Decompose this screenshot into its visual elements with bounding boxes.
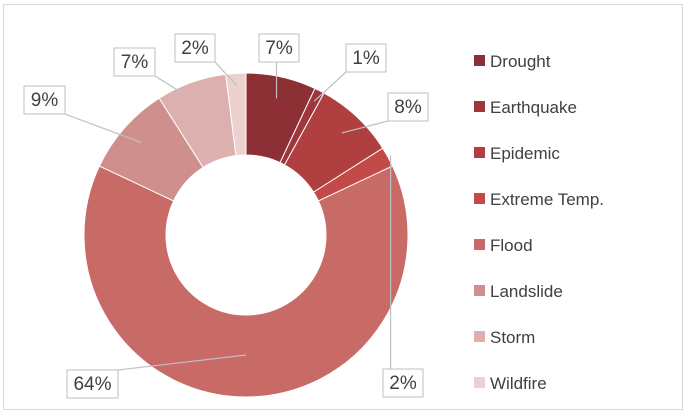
leader-lines <box>64 61 392 371</box>
legend-label: Wildfire <box>490 374 547 393</box>
leader-line <box>117 354 247 371</box>
data-label-box <box>23 85 66 115</box>
data-label-box <box>258 33 300 63</box>
data-label-box <box>66 369 119 399</box>
chart-slices <box>83 72 409 398</box>
legend-swatch <box>474 193 485 204</box>
leader-line <box>214 61 238 86</box>
data-label: 1% <box>352 48 380 69</box>
legend-label: Storm <box>490 328 535 347</box>
data-label: 8% <box>394 97 422 118</box>
slice-flood <box>83 165 409 398</box>
legend-label: Extreme Temp. <box>490 190 604 209</box>
data-label-box <box>382 368 424 398</box>
data-label: 2% <box>389 373 417 394</box>
legend-swatch <box>474 239 485 250</box>
legend: Drought Earthquake Epidemic Extreme Temp. Fl… <box>474 52 604 393</box>
legend-swatch <box>474 101 485 112</box>
legend-swatch <box>474 331 485 342</box>
leader-line <box>154 75 199 104</box>
leader-line <box>313 71 347 102</box>
legend-swatch <box>474 285 485 296</box>
data-label-box <box>387 92 429 122</box>
legend-label: Landslide <box>490 282 563 301</box>
data-label-box <box>113 47 156 77</box>
legend-swatch <box>474 55 485 66</box>
legend-swatch <box>474 147 485 158</box>
data-label: 7% <box>265 38 293 59</box>
legend-label: Earthquake <box>490 98 577 117</box>
data-label: 9% <box>31 90 59 111</box>
legend-label: Flood <box>490 236 533 255</box>
data-label-box <box>345 43 387 73</box>
data-label: 2% <box>181 38 209 59</box>
data-label: 7% <box>121 52 149 73</box>
leader-line <box>341 120 389 134</box>
legend-swatch <box>474 377 485 388</box>
data-label-box <box>174 33 216 63</box>
legend-label: Drought <box>490 52 551 71</box>
data-label: 64% <box>73 374 111 395</box>
data-labels: 7% 1% 8% 2% 64% 9% 7% 2% <box>23 33 429 399</box>
leader-line <box>64 113 142 143</box>
slice-wildfire <box>225 72 247 157</box>
legend-label: Epidemic <box>490 144 560 163</box>
